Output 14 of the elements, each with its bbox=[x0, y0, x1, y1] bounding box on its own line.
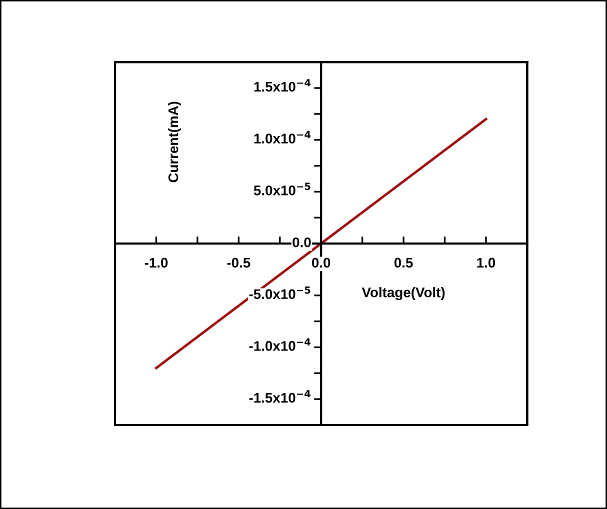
x-tick-label: 0.0 bbox=[312, 258, 330, 268]
x-tick-label: 1.0 bbox=[477, 258, 496, 268]
y-tick-label: -5.0x10$^{−5}$ bbox=[249, 286, 310, 300]
y-axis-title: Current(mA) bbox=[168, 102, 181, 182]
x-tick-label: -1.0 bbox=[144, 258, 168, 268]
y-tick-label: -1.0x10$^{−4}$ bbox=[249, 338, 310, 351]
x-tick-label: 0.5 bbox=[394, 258, 413, 268]
y-tick-label: 0.0 bbox=[292, 237, 311, 248]
x-tick-label: -0.5 bbox=[227, 258, 250, 268]
y-tick-label: -1.5x10$^{−4}$ bbox=[249, 390, 310, 403]
y-tick-label: 5.0x10$^{−5}$ bbox=[254, 182, 310, 196]
x-axis-title: Voltage(Volt) bbox=[362, 287, 445, 300]
y-tick-label: 1.5x10$^{−4}$ bbox=[254, 79, 311, 92]
y-tick-label: 1.0x10$^{−4}$ bbox=[254, 130, 311, 144]
